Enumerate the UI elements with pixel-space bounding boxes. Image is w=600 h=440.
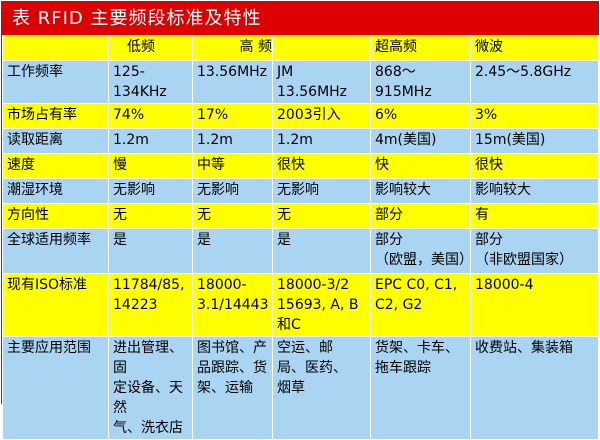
cell-hf-b: 18000-3/2 15693, A, B和C: [272, 273, 371, 337]
cell-label: 现有ISO标准: [2, 273, 109, 337]
cell-microwave: 收费站、集装箱: [470, 336, 599, 440]
cell-lf: 是: [108, 228, 193, 274]
cell-label: 全球适用频率: [2, 228, 109, 274]
cell-uhf: EPC C0, C1, C2, G2: [370, 273, 471, 337]
cell-label: 速度: [2, 153, 109, 179]
cell-uhf: 部分 （欧盟，美国）: [370, 228, 471, 274]
cell-hf-a: 图书馆、产 品跟踪、货 架、运输: [192, 336, 273, 440]
cell-hf-b: JM 13.56MHz: [272, 60, 371, 104]
cell-hf-b: 空运、邮 局、医药、 烟草: [272, 336, 371, 440]
rfid-spec-table: 低频 高 频 超高频 微波 工作频率 125-134KHz 13.56MHz JM 1…: [2, 35, 599, 440]
cell-uhf: 快: [370, 153, 471, 179]
cell-hf-a: 是: [192, 228, 273, 274]
cell-lf: 无: [108, 203, 193, 229]
cell-uhf: 4m(美国): [370, 128, 471, 154]
cell-microwave: 有: [470, 203, 599, 229]
table-row: 现有ISO标准 11784/85, 14223 18000- 3.1/14443 18…: [2, 273, 599, 337]
table-row: 市场占有率 74% 17% 2003引入 6% 3%: [2, 103, 599, 129]
cell-label: 潮湿环境: [2, 178, 109, 204]
cell-microwave: 很快: [470, 153, 599, 179]
cell-uhf: 货架、卡车、 拖车跟踪: [370, 336, 471, 440]
table-row: 潮湿环境 无影响 无影响 无影响 影响较大 影响较大: [2, 178, 599, 204]
cell-uhf: 部分: [370, 203, 471, 229]
cell-lf: 慢: [108, 153, 193, 179]
cell-hf-b: 无影响: [272, 178, 371, 204]
cell-microwave: 3%: [470, 103, 599, 129]
cell-hf-a: 无: [192, 203, 273, 229]
cell-lf: 11784/85, 14223: [108, 273, 193, 337]
cell-label: 工作频率: [2, 60, 109, 104]
cell-hf-a: 中等: [192, 153, 273, 179]
cell-lf: 进出管理、固 定设备、天然 气、洗衣店: [108, 336, 193, 440]
table-row: 速度慢中等 很快快很快: [2, 153, 599, 179]
cell-label: 主要应用范围: [2, 336, 109, 440]
cell-label: 读取距离: [2, 128, 109, 154]
header-cell-empty: [2, 35, 109, 61]
cell-lf: 无影响: [108, 178, 193, 204]
table-title: 表 RFID 主要频段标准及特性: [2, 2, 598, 35]
cell-hf-a: 13.56MHz: [192, 60, 273, 104]
cell-microwave: 15m(美国): [470, 128, 599, 154]
cell-microwave: 影响较大: [470, 178, 599, 204]
cell-lf: 1.2m: [108, 128, 193, 154]
cell-uhf: 868～915MHz: [370, 60, 471, 104]
cell-microwave: 部分 （非欧盟国家）: [470, 228, 599, 274]
cell-hf-a: 17%: [192, 103, 273, 129]
table-row: 主要应用范围 进出管理、固 定设备、天然 气、洗衣店 图书馆、产 品跟踪、货 架、运…: [2, 336, 599, 440]
table-row: 方向性无无无部分有: [2, 203, 599, 229]
header-row: 低频 高 频 超高频 微波: [2, 35, 599, 61]
header-cell-hf-cont: [272, 35, 371, 61]
header-cell-microwave: 微波: [470, 35, 599, 61]
cell-uhf: 6%: [370, 103, 471, 129]
cell-label: 方向性: [2, 203, 109, 229]
cell-hf-a: 18000- 3.1/14443: [192, 273, 273, 337]
cell-hf-b: 无: [272, 203, 371, 229]
cell-label: 市场占有率: [2, 103, 109, 129]
cell-hf-b: 1.2m: [272, 128, 371, 154]
cell-lf: 74%: [108, 103, 193, 129]
header-cell-lf: 低频: [108, 35, 193, 61]
header-cell-uhf: 超高频: [370, 35, 471, 61]
cell-lf: 125-134KHz: [108, 60, 193, 104]
table-row: 全球适用频率是是是部分 （欧盟，美国） 部分 （非欧盟国家）: [2, 228, 599, 274]
cell-hf-b: 很快: [272, 153, 371, 179]
cell-hf-a: 1.2m: [192, 128, 273, 154]
table-row: 工作频率 125-134KHz 13.56MHz JM 13.56MHz 868～915…: [2, 60, 599, 104]
table-row: 读取距离 1.2m 1.2m 1.2m 4m(美国) 15m(美国): [2, 128, 599, 154]
cell-microwave: 2.45～5.8GHz: [470, 60, 599, 104]
cell-uhf: 影响较大: [370, 178, 471, 204]
cell-hf-a: 无影响: [192, 178, 273, 204]
cell-microwave: 18000-4: [470, 273, 599, 337]
cell-hf-b: 2003引入: [272, 103, 371, 129]
cell-hf-b: 是: [272, 228, 371, 274]
header-cell-hf: 高 频: [192, 35, 273, 61]
